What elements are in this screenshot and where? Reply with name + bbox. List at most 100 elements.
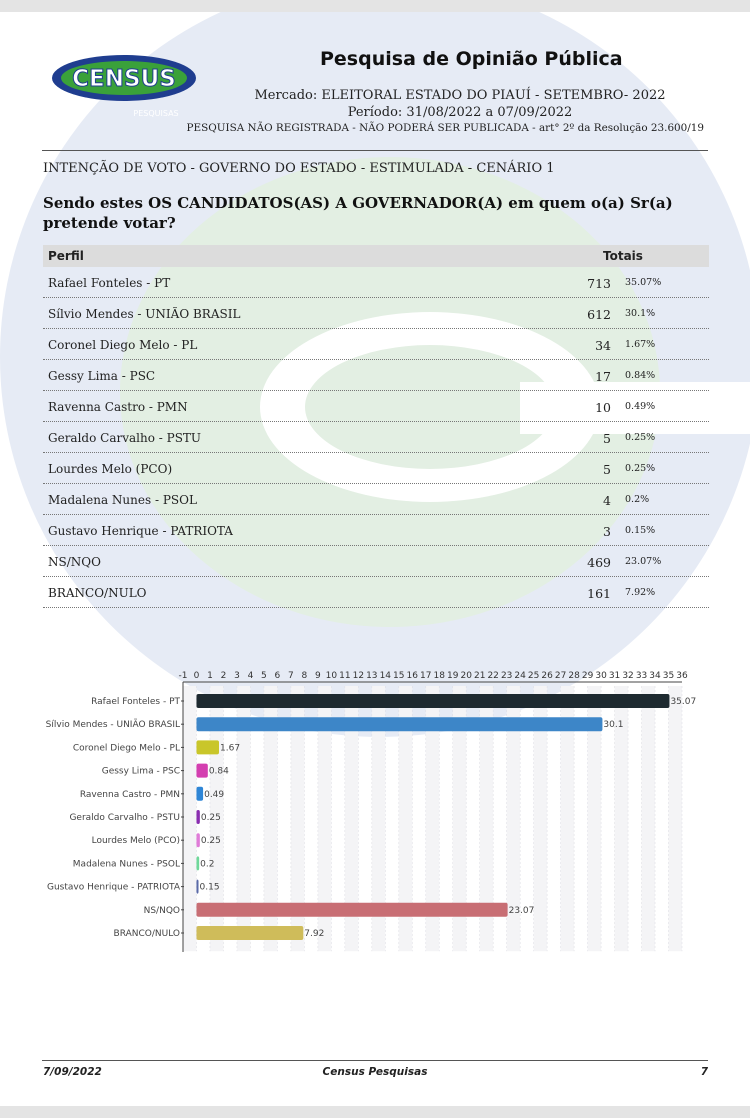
- bar-value-label: 0.25: [201, 836, 221, 846]
- chart-bar: [196, 879, 199, 894]
- x-tick-label: 1: [207, 671, 213, 681]
- vote-count: 34: [595, 338, 611, 353]
- x-tick-label: 18: [434, 671, 446, 681]
- candidate-name: Gessy Lima - PSC: [48, 369, 156, 383]
- x-tick-label: 6: [275, 671, 281, 681]
- category-label: Rafael Fonteles - PT: [91, 697, 180, 707]
- vote-percentage: 0.25%: [625, 463, 656, 474]
- category-label: Sílvio Mendes - UNIÃO BRASIL: [46, 719, 180, 730]
- x-tick-label: 2: [221, 671, 227, 681]
- svg-text:CENSUS: CENSUS: [72, 66, 176, 92]
- vote-count: 4: [603, 493, 611, 508]
- vote-count: 5: [603, 462, 611, 477]
- x-tick-label: 29: [582, 671, 594, 681]
- table-row: Sílvio Mendes - UNIÃO BRASIL 612 30.1%: [43, 298, 709, 329]
- x-tick-label: 5: [261, 671, 267, 681]
- header-divider: [42, 150, 708, 151]
- footer-company: Census Pesquisas: [322, 1066, 428, 1078]
- table-row: Geraldo Carvalho - PSTU 5 0.25%: [43, 422, 709, 453]
- section-title: INTENÇÃO DE VOTO - GOVERNO DO ESTADO - E…: [43, 161, 555, 176]
- x-tick-label: -1: [179, 671, 188, 681]
- candidate-name: Geraldo Carvalho - PSTU: [48, 431, 202, 445]
- category-label: Lourdes Melo (PCO): [92, 836, 180, 846]
- candidate-name: Gustavo Henrique - PATRIOTA: [48, 524, 233, 538]
- candidate-name: Ravenna Castro - PMN: [48, 400, 188, 414]
- vote-count: 612: [587, 307, 611, 322]
- results-table: Perfil Totais Rafael Fonteles - PT 713 35.…: [43, 245, 709, 608]
- x-tick-label: 30: [595, 671, 607, 681]
- x-tick-label: 7: [288, 671, 294, 681]
- market-line: Mercado: ELEITORAL ESTADO DO PIAUÍ - SET…: [254, 88, 666, 103]
- table-row: BRANCO/NULO 161 7.92%: [43, 577, 709, 608]
- category-label: Gustavo Henrique - PATRIOTA: [47, 883, 181, 893]
- census-logo: CENSUS PESQUISAS: [52, 55, 196, 118]
- question-text: Sendo estes OS CANDIDATOS(AS) A GOVERNAD…: [43, 194, 673, 232]
- chart-bar: [196, 902, 508, 917]
- x-tick-label: 35: [663, 671, 674, 681]
- vote-percentage: 7.92%: [625, 587, 656, 598]
- chart-bar: [196, 856, 200, 871]
- vote-percentage: 1.67%: [625, 339, 656, 350]
- candidate-name: NS/NQO: [48, 555, 101, 569]
- x-tick-label: 11: [339, 671, 350, 681]
- bar-value-label: 0.2: [200, 859, 214, 869]
- vote-percentage: 0.84%: [625, 370, 656, 381]
- x-tick-label: 0: [194, 671, 200, 681]
- candidate-name: Sílvio Mendes - UNIÃO BRASIL: [48, 307, 241, 321]
- period-line: Período: 31/08/2022 a 07/09/2022: [347, 105, 573, 120]
- bar-value-label: 0.25: [201, 813, 221, 823]
- chart-bar: [196, 786, 204, 801]
- category-label: Ravenna Castro - PMN: [80, 790, 180, 800]
- bar-value-label: 30.1: [603, 720, 623, 730]
- column-header-totals: Totais: [603, 249, 643, 263]
- vote-percentage: 0.15%: [625, 525, 656, 536]
- x-tick-label: 24: [514, 671, 526, 681]
- category-label: NS/NQO: [144, 906, 180, 916]
- x-tick-label: 14: [380, 671, 392, 681]
- x-tick-label: 31: [609, 671, 620, 681]
- report-page: CENSUS PESQUISAS Pesquisa de Opinião Púb…: [0, 12, 750, 1106]
- x-tick-label: 16: [407, 671, 419, 681]
- chart-bar: [196, 717, 603, 732]
- x-tick-label: 28: [568, 671, 580, 681]
- x-tick-label: 4: [248, 671, 254, 681]
- category-label: Gessy Lima - PSC: [102, 767, 180, 777]
- table-row: Madalena Nunes - PSOL 4 0.2%: [43, 484, 709, 515]
- chart-bar: [196, 694, 670, 708]
- x-tick-label: 33: [636, 671, 647, 681]
- footer-page-number: 7: [700, 1066, 708, 1078]
- category-label: Coronel Diego Melo - PL: [73, 743, 180, 753]
- x-tick-label: 25: [528, 671, 539, 681]
- table-row: Rafael Fonteles - PT 713 35.07%: [43, 267, 709, 298]
- x-tick-label: 22: [487, 671, 498, 681]
- category-label: Geraldo Carvalho - PSTU: [69, 813, 180, 823]
- x-tick-label: 13: [366, 671, 377, 681]
- report-title: Pesquisa de Opinião Pública: [320, 48, 623, 70]
- table-row: Ravenna Castro - PMN 10 0.49%: [43, 391, 709, 422]
- vote-percentage: 0.25%: [625, 432, 656, 443]
- svg-text:PESQUISAS: PESQUISAS: [133, 109, 178, 118]
- bar-value-label: 0.15: [200, 883, 220, 893]
- x-tick-label: 15: [393, 671, 404, 681]
- x-tick-label: 23: [501, 671, 512, 681]
- chart-bar: [196, 740, 220, 755]
- chart-bar: [196, 926, 304, 940]
- candidate-name: Madalena Nunes - PSOL: [48, 493, 197, 507]
- x-tick-label: 20: [460, 671, 472, 681]
- x-tick-label: 8: [302, 671, 308, 681]
- table-row: Gustavo Henrique - PATRIOTA 3 0.15%: [43, 515, 709, 546]
- candidate-name: Coronel Diego Melo - PL: [48, 338, 198, 352]
- x-tick-label: 34: [649, 671, 661, 681]
- vote-count: 10: [595, 400, 611, 415]
- table-row: NS/NQO 469 23.07%: [43, 546, 709, 577]
- x-tick-label: 3: [234, 671, 240, 681]
- column-header-profile: Perfil: [48, 249, 84, 263]
- bar-value-label: 23.07: [509, 906, 535, 916]
- table-row: Coronel Diego Melo - PL 34 1.67%: [43, 329, 709, 360]
- x-tick-label: 17: [420, 671, 431, 681]
- bar-value-label: 0.49: [204, 790, 224, 800]
- chart-bar: [196, 833, 200, 848]
- footer-date: 7/09/2022: [43, 1066, 102, 1078]
- candidate-name: BRANCO/NULO: [48, 586, 147, 600]
- vote-count: 161: [587, 586, 611, 601]
